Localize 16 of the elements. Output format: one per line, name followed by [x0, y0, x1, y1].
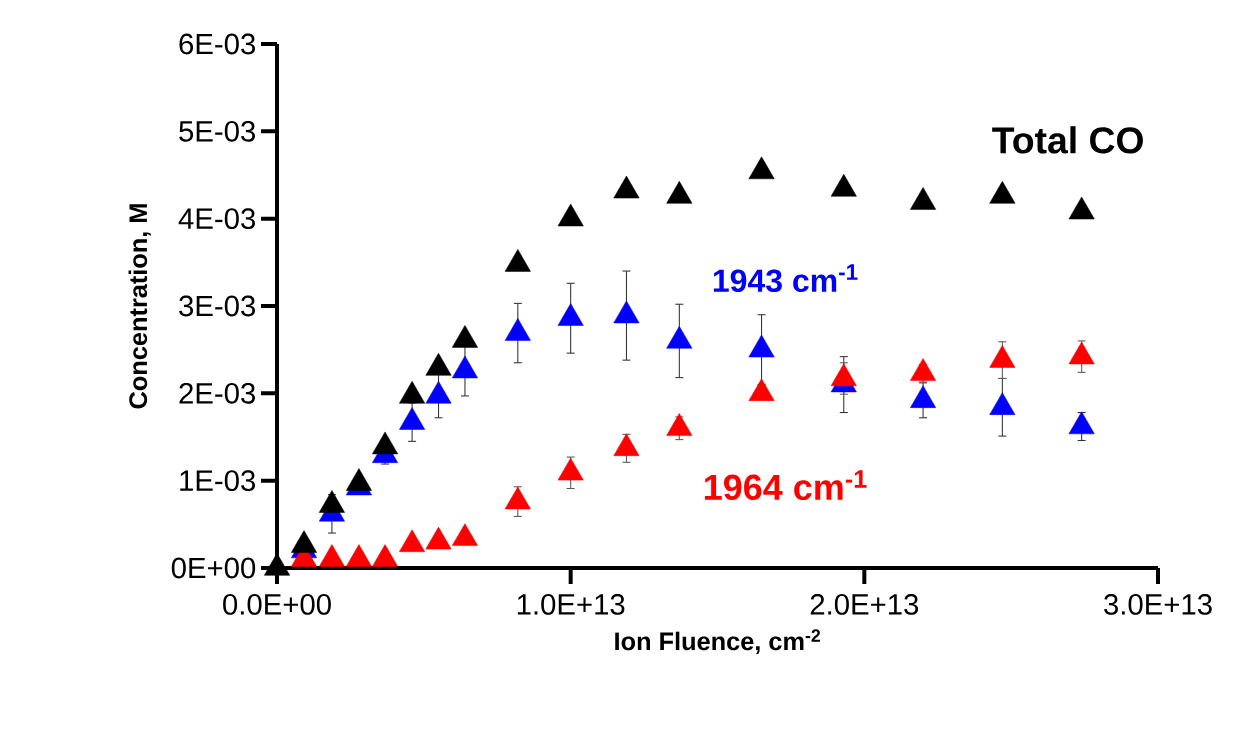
x-tick-label: 2.0E+13 [810, 594, 919, 615]
x-tick-label: 1.0E+13 [517, 594, 625, 615]
y-tick-label: 2E-03 [179, 382, 255, 404]
y-tick-label: 0E+00 [171, 557, 256, 579]
y-tick-label: 3E-03 [179, 295, 255, 317]
series-label: 1964 cm$^{-1}$ [705, 470, 867, 501]
y-tick-label: 6E-03 [179, 33, 255, 55]
series-label: 1943 cm$^{-1}$ [713, 264, 858, 293]
y-tick-label: 5E-03 [179, 120, 255, 142]
series-label: Total CO [992, 126, 1143, 154]
y-tick-label: 1E-03 [180, 470, 255, 492]
y-axis-title: Concentration, M [128, 204, 151, 409]
x-axis-title: Ion Fluence, cm$^{-2}$ [615, 629, 821, 654]
x-tick-label: 3.0E+13 [1104, 594, 1212, 615]
x-tick-label: 0.0E+00 [223, 594, 331, 615]
y-tick-label: 4E-03 [178, 208, 255, 230]
